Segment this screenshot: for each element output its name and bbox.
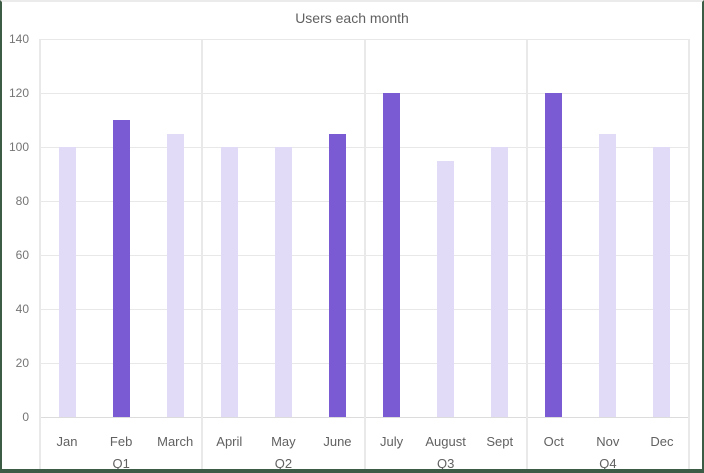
quarter-separator bbox=[201, 39, 204, 469]
y-tick-label-120: 120 bbox=[8, 86, 29, 100]
x-label-may: May bbox=[271, 434, 296, 449]
bar-sept[interactable] bbox=[491, 147, 509, 417]
x-label-jan: Jan bbox=[56, 434, 78, 449]
bar-may[interactable] bbox=[274, 147, 292, 417]
group-label-q2: Q2 bbox=[274, 456, 293, 471]
plot-region: Jan Feb March April May June July August Sept Oct… bbox=[39, 38, 690, 469]
x-label-oct: Oct bbox=[543, 434, 564, 449]
y-axis-labels: 0 20 40 60 80 100 120 140 bbox=[2, 32, 33, 424]
bar-jan[interactable] bbox=[58, 147, 76, 417]
x-label-dec: Dec bbox=[650, 434, 674, 449]
y-tick-label-0: 0 bbox=[22, 410, 29, 424]
bar-march[interactable] bbox=[166, 133, 184, 417]
group-label-q3: Q3 bbox=[436, 456, 455, 471]
chart-title: Users each month bbox=[295, 10, 409, 26]
quarter-separator bbox=[525, 39, 528, 469]
x-label-march: March bbox=[157, 434, 194, 449]
x-label-july: July bbox=[379, 434, 404, 449]
bar-august[interactable] bbox=[437, 160, 455, 417]
y-tick-label-80: 80 bbox=[15, 194, 29, 208]
group-label-q1: Q1 bbox=[112, 456, 130, 471]
bar-june[interactable] bbox=[328, 133, 346, 417]
y-tick-label-40: 40 bbox=[15, 302, 29, 316]
y-tick-label-140: 140 bbox=[8, 32, 29, 46]
bar-dec[interactable] bbox=[653, 147, 671, 417]
bar-feb[interactable] bbox=[112, 120, 130, 417]
x-label-nov: Nov bbox=[596, 434, 620, 449]
group-label-q4: Q4 bbox=[599, 456, 617, 471]
x-label-august: August bbox=[425, 434, 466, 449]
bar-july[interactable] bbox=[383, 93, 401, 417]
y-tick-label-20: 20 bbox=[15, 356, 29, 370]
plot-right-edge bbox=[688, 39, 690, 469]
bar-nov[interactable] bbox=[599, 133, 617, 417]
x-label-sept: Sept bbox=[486, 434, 514, 449]
bar-april[interactable] bbox=[220, 147, 238, 417]
y-axis-line bbox=[39, 39, 41, 469]
x-label-june: June bbox=[323, 434, 352, 449]
bar-oct[interactable] bbox=[545, 93, 563, 417]
x-label-april: April bbox=[216, 434, 243, 449]
quarter-separator bbox=[363, 39, 366, 469]
y-tick-label-100: 100 bbox=[8, 140, 29, 154]
y-tick-label-60: 60 bbox=[15, 248, 29, 262]
x-label-feb: Feb bbox=[109, 434, 133, 449]
